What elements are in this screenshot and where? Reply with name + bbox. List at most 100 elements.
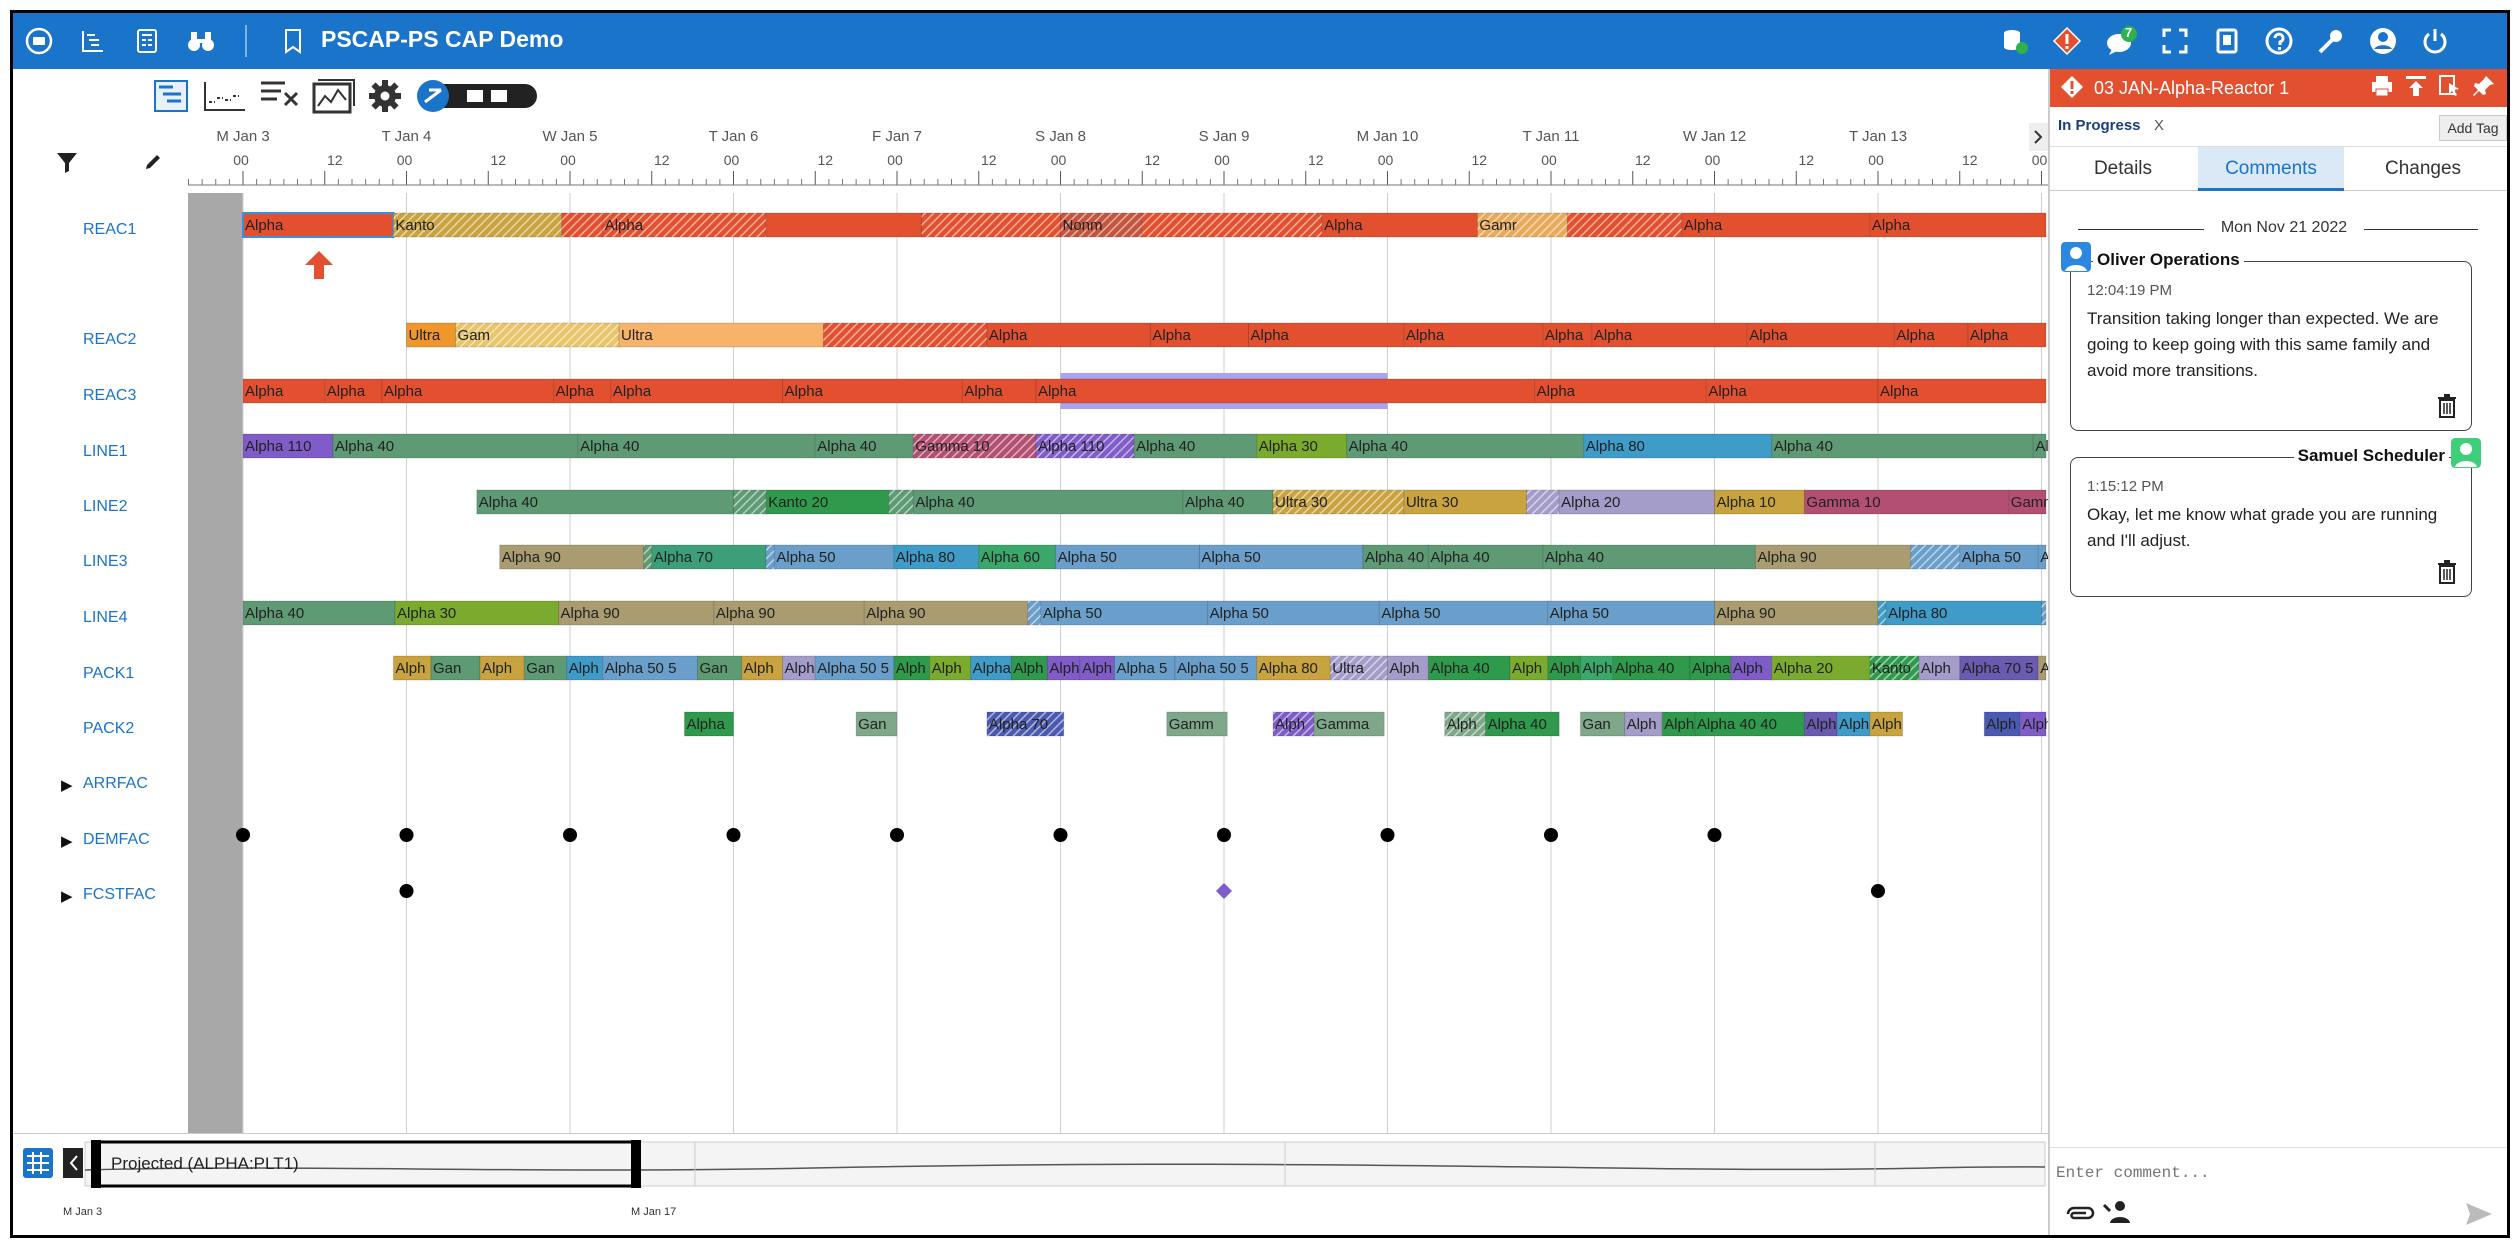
gantt-bar[interactable] <box>1046 655 1081 681</box>
app-logo-icon[interactable] <box>21 23 57 59</box>
gantt-bar[interactable] <box>2032 433 2047 459</box>
row-label-line3[interactable]: LINE3 <box>83 553 128 570</box>
gantt-bar[interactable] <box>1248 322 1405 348</box>
gantt-bar[interactable] <box>1362 544 1429 570</box>
gantt-bar[interactable] <box>1427 544 1544 570</box>
filter-icon[interactable] <box>57 153 77 173</box>
gantt-bar[interactable] <box>683 711 735 737</box>
user-icon[interactable] <box>2365 23 2401 59</box>
gantt-bar[interactable] <box>1427 655 1511 681</box>
gantt-bar[interactable] <box>1983 711 2021 737</box>
gantt-bar[interactable] <box>242 600 396 626</box>
gantt-bar[interactable] <box>1035 378 1536 404</box>
gantt-bar[interactable] <box>1182 489 1274 515</box>
gantt-bar[interactable] <box>1967 322 2047 348</box>
comment-input[interactable] <box>2056 1159 2496 1187</box>
fullscreen-icon[interactable] <box>2157 23 2193 59</box>
expand-arrow-icon[interactable]: ▶ <box>61 777 73 794</box>
gantt-bar[interactable] <box>1661 711 1696 737</box>
gantt-bar[interactable] <box>814 655 895 681</box>
row-label-reac2[interactable]: REAC2 <box>83 331 137 348</box>
gantt-bar[interactable] <box>1959 655 2039 681</box>
row-label-pack1[interactable]: PACK1 <box>83 665 135 682</box>
gantt-bar[interactable] <box>1040 600 1209 626</box>
gantt-bar[interactable] <box>1591 322 1748 348</box>
gantt-bar[interactable] <box>1918 655 1961 681</box>
gantt-bar[interactable] <box>782 378 963 404</box>
gantt-bar[interactable] <box>1403 322 1544 348</box>
gantt-bar[interactable] <box>610 378 784 404</box>
gantt-bar[interactable] <box>332 433 579 459</box>
gantt-bar[interactable] <box>651 544 767 570</box>
wrench-icon[interactable] <box>2313 23 2349 59</box>
row-label-line1[interactable]: LINE1 <box>83 443 128 460</box>
timeline-navigator[interactable]: Projected (ALPHA:PLT1) M Jan 3 M Jan 17 <box>13 1133 2048 1235</box>
gantt-bar[interactable] <box>1174 655 1258 681</box>
chat-bubble-icon[interactable]: 7 <box>2103 23 2139 59</box>
print-icon[interactable] <box>2368 73 2396 101</box>
gantt-bar[interactable] <box>406 322 457 348</box>
gantt-bar[interactable] <box>1485 711 1560 737</box>
gantt-bar[interactable] <box>242 212 395 238</box>
database-icon[interactable] <box>1997 23 2033 59</box>
gantt-bar[interactable] <box>970 655 1012 681</box>
tablet-icon[interactable] <box>2209 23 2245 59</box>
gantt-bar[interactable] <box>1346 433 1585 459</box>
bookmark-icon[interactable] <box>275 23 311 59</box>
row-label-arrfac[interactable]: ARRFAC <box>83 775 148 792</box>
gantt-bar[interactable] <box>893 544 980 570</box>
expand-arrow-icon[interactable]: ▶ <box>61 888 73 905</box>
attachment-icon[interactable] <box>2062 1201 2096 1227</box>
gantt-bar[interactable] <box>1869 212 2047 238</box>
gantt-bar[interactable] <box>814 433 914 459</box>
gantt-bar[interactable] <box>912 489 1184 515</box>
gantt-bar[interactable] <box>242 433 334 459</box>
gantt-bar[interactable] <box>2037 655 2047 681</box>
gantt-bar[interactable] <box>1730 655 1773 681</box>
gantt-bar[interactable] <box>1207 600 1380 626</box>
gantt-bar[interactable] <box>1256 655 1331 681</box>
tab-changes[interactable]: Changes <box>2384 158 2462 179</box>
gantt-bar[interactable] <box>1754 544 1912 570</box>
cursor-icon[interactable] <box>2436 73 2464 101</box>
chart-window-icon[interactable] <box>311 77 357 115</box>
gear-icon[interactable] <box>365 77 405 115</box>
gantt-bar[interactable] <box>929 655 972 681</box>
gantt-bar[interactable] <box>324 378 383 404</box>
tab-comments[interactable]: Comments <box>2198 147 2344 191</box>
row-label-fcstfac[interactable]: FCSTFAC <box>83 886 156 903</box>
gantt-bar[interactable] <box>1387 655 1429 681</box>
gantt-bar[interactable] <box>1803 489 2010 515</box>
row-label-line2[interactable]: LINE2 <box>83 498 128 515</box>
gantt-bar[interactable] <box>986 322 1151 348</box>
pencil-icon[interactable] <box>146 155 160 169</box>
filter-clear-icon[interactable] <box>258 77 304 115</box>
gantt-bar[interactable] <box>1624 711 1663 737</box>
gantt-bar[interactable] <box>1133 433 1258 459</box>
gantt-bar[interactable] <box>2008 489 2047 515</box>
gantt-bar[interactable] <box>893 655 931 681</box>
gantt-bar[interactable] <box>713 600 865 626</box>
gantt-bar[interactable] <box>1558 489 1716 515</box>
gantt-bar[interactable] <box>782 655 816 681</box>
send-icon[interactable] <box>2464 1201 2494 1227</box>
gantt-bar[interactable] <box>978 544 1057 570</box>
tab-details[interactable]: Details <box>2093 158 2153 179</box>
gantt-bar[interactable] <box>1771 655 1871 681</box>
gantt-bar[interactable] <box>1579 655 1614 681</box>
gantt-bar[interactable] <box>430 655 481 681</box>
gantt-view-icon[interactable] <box>151 77 191 115</box>
gantt-bar[interactable] <box>1256 433 1348 459</box>
gantt-bar[interactable] <box>394 600 560 626</box>
gantt-bar[interactable] <box>566 655 604 681</box>
line-chart-icon[interactable] <box>201 77 249 115</box>
gantt-bar[interactable] <box>1166 711 1228 737</box>
gantt-bar[interactable] <box>765 489 890 515</box>
gantt-bar[interactable] <box>1689 655 1732 681</box>
gantt-bar[interactable] <box>553 378 612 404</box>
gantt-bar[interactable] <box>697 655 743 681</box>
gantt-bar[interactable] <box>1836 711 1871 737</box>
gantt-bar[interactable] <box>1959 544 2039 570</box>
binoculars-icon[interactable] <box>183 23 219 59</box>
gantt-bar[interactable] <box>1547 655 1581 681</box>
